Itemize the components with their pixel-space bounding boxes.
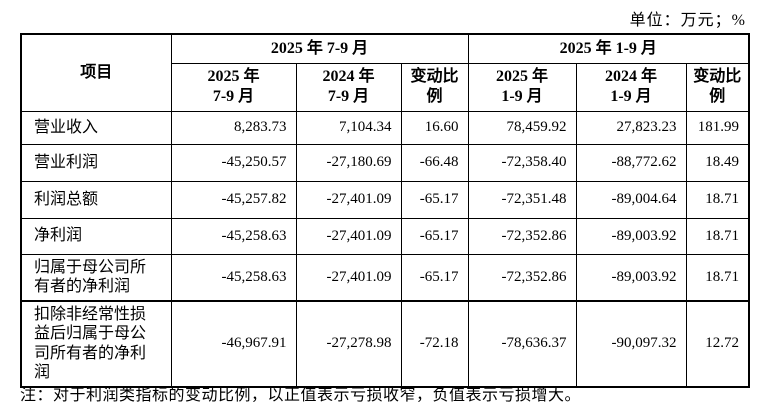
table-cell: -27,180.69 [295,143,402,182]
col-header-change-9m: 变动比 例 [685,62,750,112]
row-label: 利润总额 [20,180,172,219]
col-header-line: 例 [709,88,726,105]
table-cell: -27,278.98 [295,299,402,388]
table-cell: -45,257.82 [170,180,297,219]
table-row-net-profit: 净利润 -45,258.63 -27,401.09 -65.17 -72,352… [20,217,750,255]
table-cell: -45,250.57 [170,143,297,182]
table-cell: -27,401.09 [295,253,402,302]
table-row-operating-revenue: 营业收入 8,283.73 7,104.34 16.60 78,459.92 2… [20,110,750,145]
col-header-line: 变动比 [693,68,742,85]
table-header-group-row: 项目 2025 年 7-9 月 2025 年 1-9 月 [20,33,750,112]
row-label: 营业收入 [20,110,172,145]
table-cell: 18.71 [685,180,750,219]
table-cell: -89,003.92 [575,217,687,255]
table-row-operating-profit: 营业利润 -45,250.57 -27,180.69 -66.48 -72,35… [20,143,750,182]
table-cell: -72,352.86 [467,217,577,255]
table-cell: 18.71 [685,253,750,302]
col-group-header-9m: 2025 年 1-9 月 [467,33,750,64]
table-subheader-row: 2025 年 7-9 月 2024 年 7-9 月 变动比 例 2025 年 1… [21,62,750,112]
table-cell: -46,967.91 [170,299,297,388]
table-cell: -72,351.48 [467,180,577,219]
col-group-header-q3: 2025 年 7-9 月 [170,33,469,64]
table-cell: 16.60 [400,110,469,145]
table-cell: -27,401.09 [295,180,402,219]
table-cell: -66.48 [400,143,469,182]
financial-comparison-table: 项目 2025 年 7-9 月 2025 年 1-9 月 2025 年 7-9 … [20,33,751,388]
table-cell: -89,003.92 [575,253,687,302]
table-row-total-profit: 利润总额 -45,257.82 -27,401.09 -65.17 -72,35… [20,180,750,219]
table-cell: -78,636.37 [467,299,577,388]
footnote-text: 注：对于利润类指标的变动比例，以正值表示亏损收窄，负值表示亏损增大。 [20,387,582,404]
col-header-line: 例 [426,88,443,105]
table-cell: 12.72 [685,299,750,388]
table-cell: 181.99 [685,110,750,145]
col-header-change-q3: 变动比 例 [400,62,469,112]
table-cell: 18.71 [685,217,750,255]
table-cell: -72,352.86 [467,253,577,302]
col-header-line: 变动比 [410,68,459,85]
table-cell: 7,104.34 [295,110,402,145]
table-cell: 78,459.92 [467,110,577,145]
table-cell: 18.49 [685,143,750,182]
col-header-2025-q3: 2025 年 7-9 月 [170,62,297,112]
row-label: 扣除非经常性损益后归属于母公司所有者的净利润 [20,299,172,388]
col-header-2025-9m: 2025 年 1-9 月 [467,62,577,112]
col-header-line: 7-9 月 [327,88,370,105]
table-cell: -88,772.62 [575,143,687,182]
col-header-line: 2024 年 [322,68,375,85]
col-header-line: 2025 年 [207,68,260,85]
table-cell: -65.17 [400,253,469,302]
table-cell: 8,283.73 [170,110,297,145]
table-row-net-profit-parent-excl-nonrecurring: 扣除非经常性损益后归属于母公司所有者的净利润 -46,967.91 -27,27… [20,299,750,388]
row-label: 营业利润 [20,143,172,182]
col-header-line: 1-9 月 [501,88,543,105]
table-cell: -89,004.64 [575,180,687,219]
col-header-line: 2024 年 [605,68,658,85]
col-header-2024-q3: 2024 年 7-9 月 [295,62,402,112]
table-cell: -90,097.32 [575,299,687,388]
table-cell: 27,823.23 [575,110,687,145]
table-cell: -45,258.63 [170,253,297,302]
col-header-line: 1-9 月 [610,88,652,105]
col-header-line: 2025 年 [496,68,549,85]
table-cell: -65.17 [400,217,469,255]
row-label: 净利润 [20,217,172,255]
col-header-item: 项目 [20,33,172,112]
row-label: 归属于母公司所有者的净利润 [20,253,172,302]
table-cell: -72.18 [400,299,469,388]
table-cell: -27,401.09 [295,217,402,255]
table-row-net-profit-parent: 归属于母公司所有者的净利润 -45,258.63 -27,401.09 -65.… [20,253,750,302]
col-header-line: 7-9 月 [212,88,255,105]
unit-label: 单位：万元；% [629,12,746,29]
table-cell: -72,358.40 [467,143,577,182]
table-cell: -65.17 [400,180,469,219]
table-cell: -45,258.63 [170,217,297,255]
col-header-2024-9m: 2024 年 1-9 月 [575,62,687,112]
